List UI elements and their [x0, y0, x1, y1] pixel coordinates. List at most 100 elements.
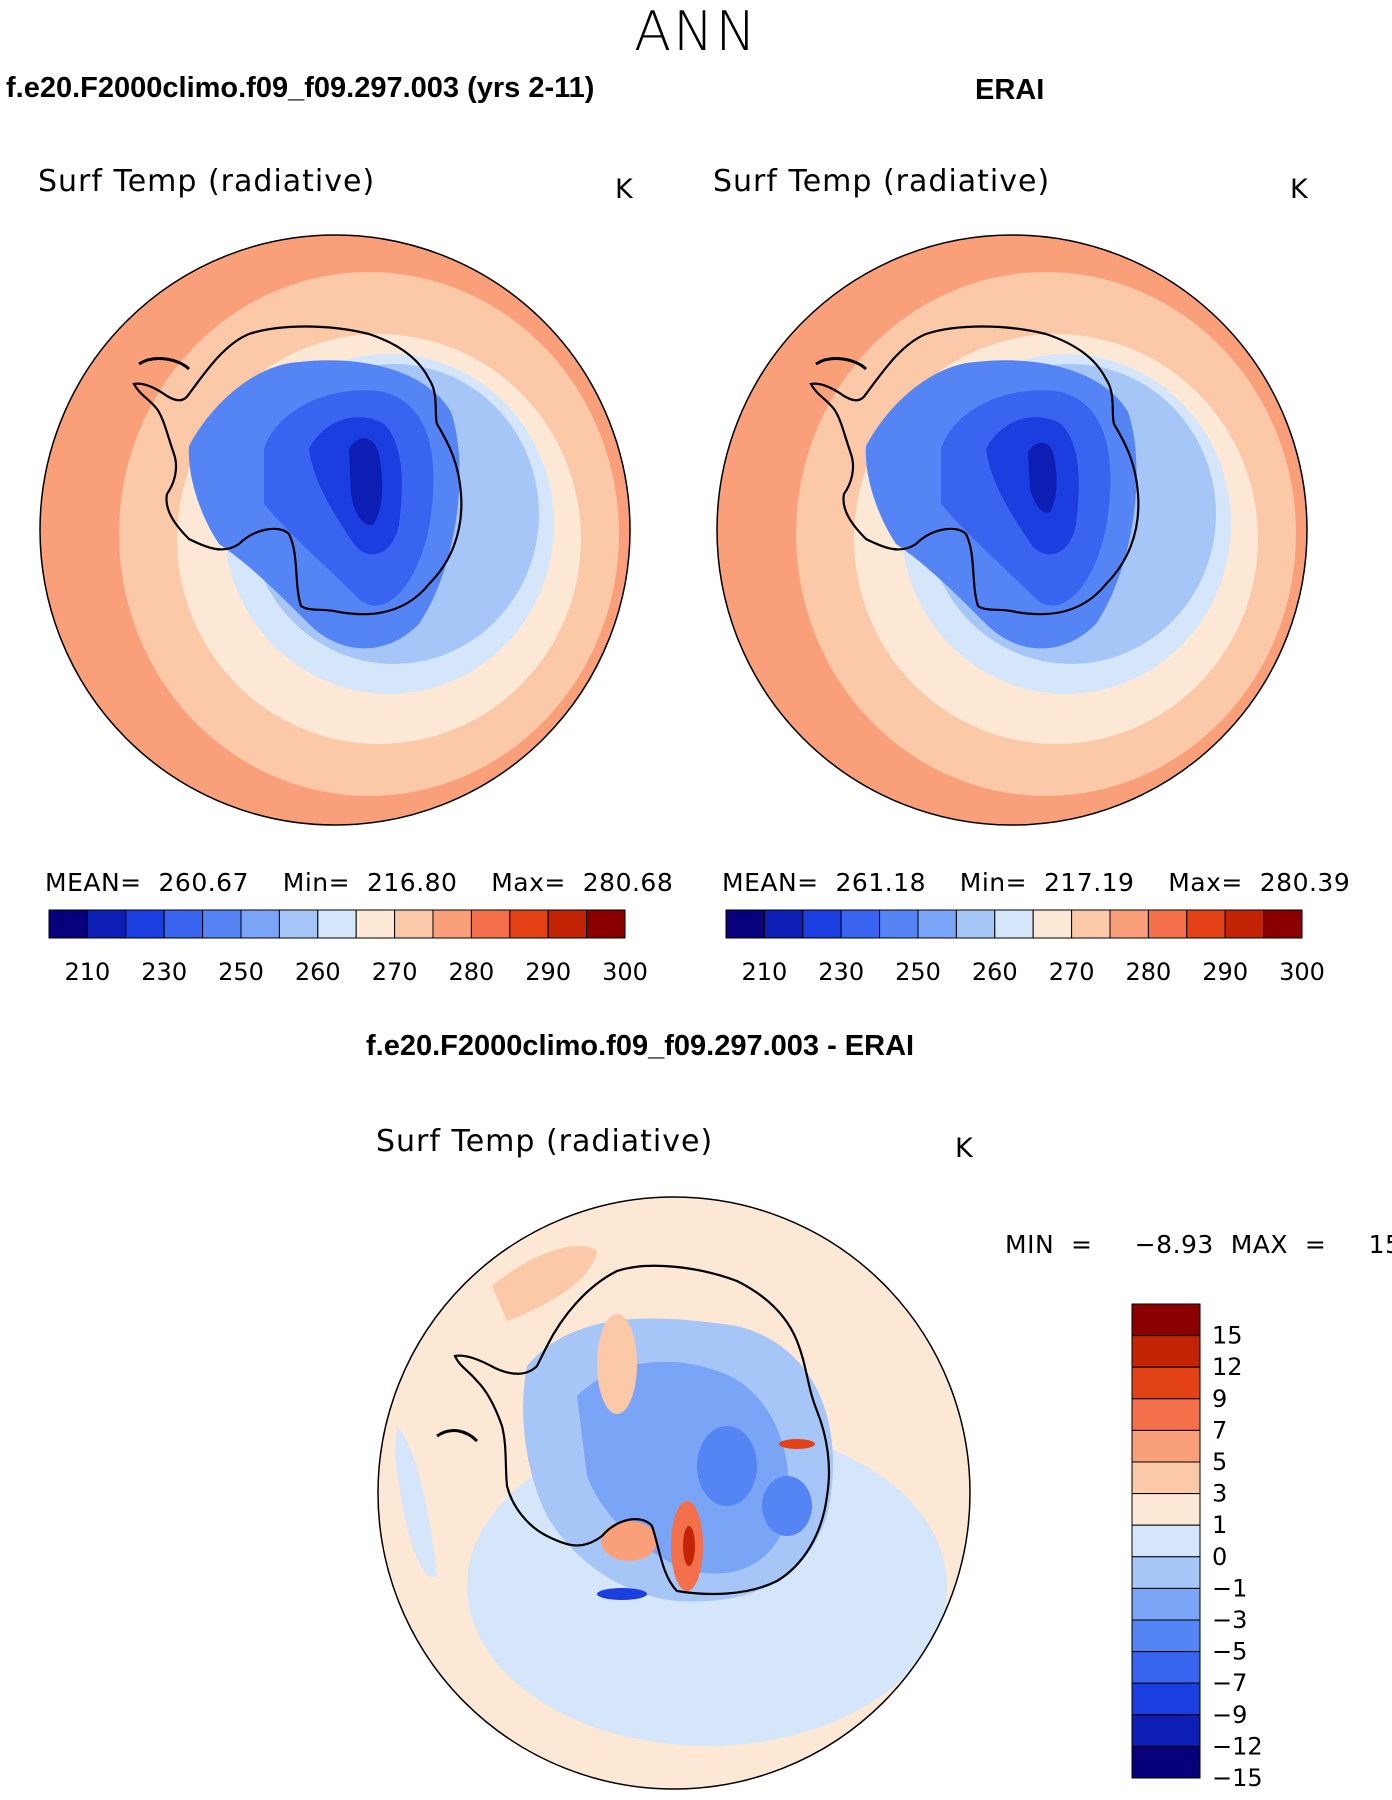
diff-patch-neg-7a	[697, 1426, 757, 1506]
diff-colorbar-swatch-0	[1131, 1303, 1201, 1337]
panel-1-stats: MEAN= 260.67 Min= 216.80 Max= 280.68	[45, 868, 674, 897]
panel-1-colorbar-swatch-8	[355, 909, 396, 939]
panel-2-colorbar-swatch-1	[763, 909, 804, 939]
diff-colorbar-tick-label-12: −9	[1212, 1701, 1247, 1729]
panel-1-colorbar-tick-label-4: 270	[372, 958, 418, 986]
diff-plot-title: Surf Temp (radiative)	[376, 1124, 714, 1159]
panel-2-case-title: ERAI	[975, 74, 1045, 106]
panel-2-colorbar-swatch-6	[955, 909, 996, 939]
diff-colorbar-tick-label-2: 9	[1212, 1385, 1227, 1413]
panel-2-colorbar-swatch-7	[994, 909, 1034, 939]
panel-1-colorbar-swatch-4	[202, 909, 242, 939]
panel-1-colorbar-tick-label-5: 280	[448, 958, 494, 986]
panel-2-colorbar-swatch-9	[1071, 909, 1111, 939]
diff-colorbar-tick-label-3: 7	[1212, 1416, 1227, 1444]
diff-case-title: f.e20.F2000climo.f09_f09.297.003 - ERAI	[366, 1030, 915, 1062]
diff-patch-pos-3a	[601, 1521, 657, 1561]
diff-colorbar-tick-label-4: 5	[1212, 1448, 1227, 1476]
panel-1-colorbar-tick-label-1: 230	[141, 958, 187, 986]
panel-2-stats: MEAN= 261.18 Min= 217.19 Max= 280.39	[722, 868, 1351, 897]
panel-2-colorbar-tick-label-3: 260	[972, 958, 1018, 986]
panel-1-colorbar-swatch-10	[432, 909, 472, 939]
diff-antarctic-coastline	[453, 1264, 831, 1596]
diff-colorbar-swatch-3	[1131, 1398, 1201, 1431]
diff-colorbar-tick-label-0: 15	[1212, 1322, 1243, 1350]
panel-1-plot-title: Surf Temp (radiative)	[38, 164, 376, 199]
panel-1-colorbar-tick-label-3: 260	[295, 958, 341, 986]
panel-2-colorbar-tick-label-0: 210	[741, 958, 787, 986]
map2-antarctic-coastline	[809, 325, 1140, 616]
panel-2-colorbar-swatch-0	[725, 909, 765, 939]
diff-colorbar-tick-label-10: −5	[1212, 1638, 1247, 1666]
diff-patch-neg-9	[597, 1588, 647, 1600]
panel-2-colorbar: 210 230 250 260 270 280 290 300	[725, 909, 1325, 986]
map1-antarctic-coastline	[132, 325, 463, 616]
diff-colorbar-tick-label-11: −7	[1212, 1669, 1247, 1697]
diff-colorbar-tick-label-1: 12	[1212, 1353, 1243, 1381]
diff-colorbar-tick-label-8: −1	[1212, 1574, 1247, 1602]
panel-1-map	[39, 234, 631, 826]
panel-1-colorbar-swatch-0	[48, 909, 88, 939]
panel-1-colorbar-swatch-9	[394, 909, 434, 939]
panel-2-colorbar-swatch-5	[917, 909, 957, 939]
diff-colorbar-swatch-14	[1131, 1745, 1201, 1779]
diff-colorbar-swatch-1	[1131, 1335, 1201, 1368]
panel-2-colorbar-swatch-13	[1224, 909, 1265, 939]
diff-colorbar-tick-label-6: 1	[1212, 1511, 1227, 1539]
diff-colorbar-tick-label-14: −15	[1212, 1764, 1263, 1792]
diff-colorbar-swatch-13	[1131, 1714, 1201, 1747]
map2-island	[815, 357, 868, 371]
panel-2-colorbar-tick-label-6: 290	[1202, 958, 1248, 986]
diff-map-frame	[377, 1196, 971, 1790]
diff-patch-neg-7b	[762, 1476, 812, 1536]
diff-colorbar-swatch-4	[1131, 1429, 1201, 1463]
panel-2-colorbar-tick-label-5: 280	[1125, 958, 1171, 986]
panel-1-units: K	[615, 174, 633, 205]
panel-2-colorbar-tick-label-2: 250	[895, 958, 941, 986]
diff-colorbar-swatch-11	[1131, 1651, 1201, 1684]
panel-1-colorbar-swatch-2	[125, 909, 165, 939]
panel-1-colorbar-swatch-13	[547, 909, 588, 939]
panel-1-colorbar-swatch-12	[509, 909, 549, 939]
panel-2-colorbar-swatch-8	[1032, 909, 1073, 939]
panel-1-colorbar: 210 230 250 260 270 280 290 300	[48, 909, 648, 986]
panel-2-colorbar-swatch-12	[1186, 909, 1226, 939]
diff-colorbar: 15 12 9 7 5 3 1 0 −1 −3 −5 −7 −9 −12 −15	[1131, 1303, 1263, 1792]
panel-2-colorbar-swatch-2	[802, 909, 842, 939]
diff-colorbar-tick-label-13: −12	[1212, 1732, 1263, 1760]
diff-patch-pos-1a	[597, 1314, 637, 1414]
map2-frame	[716, 234, 1308, 826]
diff-colorbar-tick-label-5: 3	[1212, 1480, 1227, 1508]
panel-2-colorbar-swatch-3	[840, 909, 881, 939]
diff-colorbar-swatch-5	[1131, 1461, 1201, 1495]
map1-island	[138, 357, 191, 371]
map2-band-215	[1028, 442, 1057, 513]
diff-colorbar-swatch-6	[1131, 1493, 1201, 1526]
diff-colorbar-tick-label-9: −3	[1212, 1606, 1247, 1634]
diff-patch-pos-12	[683, 1526, 695, 1566]
diff-patch-positive-west	[492, 1245, 597, 1321]
diff-units: K	[955, 1133, 973, 1164]
panel-2-colorbar-swatch-4	[879, 909, 919, 939]
panel-2-plot-title: Surf Temp (radiative)	[713, 164, 1051, 199]
panel-1-case-title: f.e20.F2000climo.f09_f09.297.003 (yrs 2-…	[6, 72, 595, 104]
panel-2-colorbar-swatch-11	[1147, 909, 1188, 939]
panel-1-colorbar-tick-label-0: 210	[64, 958, 110, 986]
panel-2-colorbar-tick-label-7: 300	[1279, 958, 1325, 986]
diff-colorbar-swatch-2	[1131, 1366, 1201, 1400]
panel-1-colorbar-swatch-7	[317, 909, 357, 939]
diff-band-neg-5	[577, 1361, 789, 1574]
diff-patch-pos-9	[779, 1439, 815, 1449]
panel-2-colorbar-tick-label-1: 230	[818, 958, 864, 986]
diff-colorbar-swatch-9	[1131, 1587, 1201, 1621]
diff-island	[436, 1429, 479, 1443]
panel-1-colorbar-swatch-1	[86, 909, 127, 939]
diff-colorbar-tick-label-7: 0	[1212, 1543, 1227, 1571]
panel-2-units: K	[1290, 174, 1308, 205]
panel-1-colorbar-tick-label-6: 290	[525, 958, 571, 986]
diff-minmax: MIN = −8.93 MAX = 15.33	[1005, 1230, 1392, 1259]
panel-1-colorbar-swatch-11	[470, 909, 511, 939]
panel-2-colorbar-swatch-14	[1263, 909, 1303, 939]
panel-2-colorbar-swatch-10	[1109, 909, 1149, 939]
diff-colorbar-swatch-12	[1131, 1682, 1201, 1716]
